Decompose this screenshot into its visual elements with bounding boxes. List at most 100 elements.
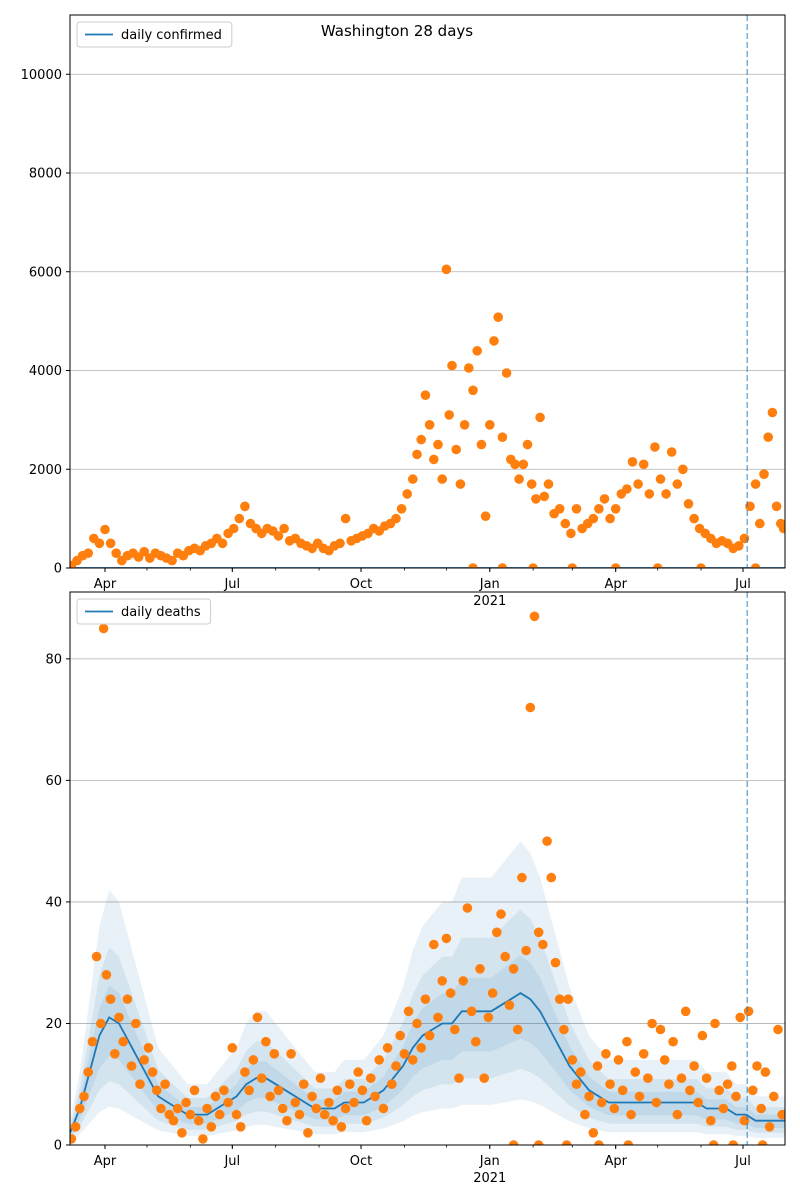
data-point (718, 1103, 729, 1114)
data-point (664, 1079, 674, 1089)
plot-area (70, 264, 785, 568)
data-point (672, 479, 683, 489)
x-tick-label: Apr (604, 1154, 627, 1169)
data-point (395, 1030, 406, 1041)
data-point (529, 611, 540, 622)
data-point (617, 1085, 628, 1096)
data-point (592, 1061, 603, 1071)
x-tick-label: Apr (94, 1154, 117, 1169)
data-point (100, 524, 110, 535)
data-point (70, 1122, 81, 1132)
data-point (429, 454, 439, 465)
data-point (387, 1079, 397, 1089)
data-point (231, 1109, 242, 1120)
data-point (303, 1128, 313, 1138)
data-point (424, 1030, 435, 1041)
data-point (91, 951, 102, 962)
data-point (610, 563, 621, 568)
data-point (96, 1018, 106, 1029)
data-point (412, 1018, 422, 1029)
data-point (750, 479, 761, 489)
data-point (672, 1109, 683, 1120)
data-point (455, 479, 466, 489)
data-point (105, 538, 116, 549)
data-point (763, 432, 773, 443)
data-point (752, 1061, 762, 1071)
data-point (634, 1091, 645, 1102)
data-point (680, 1006, 691, 1017)
x-tick-label: Jan (479, 1154, 500, 1169)
data-point (678, 464, 688, 475)
data-point (282, 1115, 292, 1126)
data-point (468, 385, 478, 396)
data-point (235, 1122, 246, 1132)
data-point (70, 1134, 77, 1144)
data-point (101, 970, 112, 980)
data-point (111, 548, 121, 558)
data-point (543, 479, 554, 489)
data-point (126, 1061, 137, 1071)
data-point (139, 546, 149, 557)
data-point (479, 1073, 490, 1083)
data-point (668, 1036, 678, 1047)
data-point (710, 1018, 720, 1029)
data-point (567, 1055, 578, 1065)
data-point (416, 434, 427, 445)
data-point (756, 1103, 766, 1114)
legend: daily confirmed (76, 21, 233, 48)
data-point (248, 1055, 259, 1065)
data-point (193, 1115, 204, 1126)
data-point (110, 1049, 120, 1059)
data-point (396, 504, 407, 514)
data-point (748, 1085, 758, 1096)
data-point (563, 994, 573, 1004)
legend-label: daily confirmed (121, 28, 222, 43)
data-point (269, 1049, 280, 1059)
data-point (561, 1140, 572, 1145)
data-point (683, 499, 694, 509)
data-point (345, 1079, 355, 1089)
data-point (374, 1055, 385, 1065)
x-tick-label: Jul (734, 577, 751, 592)
data-point (451, 444, 462, 455)
data-point (366, 1073, 376, 1083)
data-point (147, 1067, 158, 1077)
data-point (708, 1140, 719, 1145)
data-point (647, 1018, 657, 1029)
data-point (273, 1085, 284, 1096)
data-point (623, 1140, 634, 1145)
data-point (370, 1091, 380, 1102)
data-point (340, 513, 351, 524)
data-point (571, 1079, 582, 1089)
axes-frame (69, 591, 786, 1146)
data-point (217, 538, 228, 549)
data-point (177, 1128, 187, 1138)
data-point (445, 988, 456, 998)
data-point (497, 432, 508, 443)
data-point (584, 1091, 594, 1102)
data-point (487, 988, 498, 998)
data-point (459, 420, 470, 430)
data-point (727, 1061, 737, 1071)
data-point (693, 1097, 703, 1108)
data-point (181, 1097, 191, 1108)
data-point (94, 538, 105, 549)
data-point (349, 1097, 359, 1108)
data-point (504, 1000, 515, 1010)
data-point (462, 903, 473, 913)
data-point (412, 449, 422, 460)
data-point (554, 994, 565, 1004)
data-point (227, 1043, 238, 1053)
data-point (335, 538, 345, 549)
data-point (475, 964, 485, 974)
data-point (433, 1012, 443, 1023)
data-point (638, 1049, 649, 1059)
data-point (696, 563, 706, 568)
y-tick-label: 0 (54, 1139, 62, 1154)
y-tick-label: 10000 (21, 68, 62, 83)
y-tick-label: 6000 (29, 265, 62, 280)
data-point (319, 1109, 330, 1120)
data-point (651, 1097, 662, 1108)
data-point (755, 518, 765, 529)
data-point (437, 474, 448, 484)
